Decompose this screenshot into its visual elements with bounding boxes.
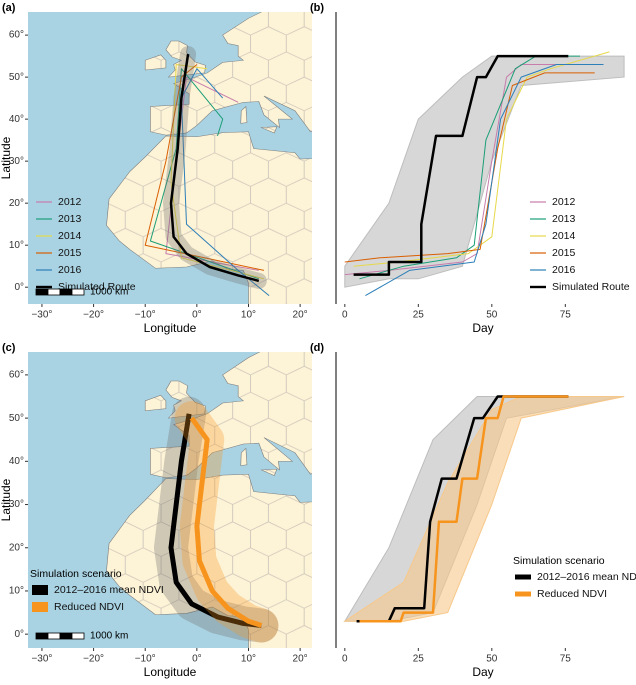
y-tick-label: 30° [9, 156, 24, 167]
y-tick-label: 60° [9, 30, 24, 41]
x-tick-label: 75 [560, 310, 572, 321]
panel-label: (d) [310, 342, 324, 354]
series-line [353, 51, 610, 267]
y-axis-title: Latitude [0, 136, 13, 179]
legend-label: Reduced NDVI [537, 588, 607, 600]
y-tick-label: 60° [9, 370, 24, 381]
x-tick-label: 0 [342, 310, 348, 321]
series-line [180, 68, 270, 296]
legend: Simulation scenario 2012–2016 mean NDVI Re… [513, 555, 636, 600]
panel: 0 25 50 75 Day (d) Simulation scenario 2012–201… [310, 342, 636, 679]
series-line [356, 395, 569, 623]
legend-label: 2015 [58, 247, 82, 259]
x-tick-label: 0° [192, 654, 202, 665]
scale-bar-segment [47, 288, 61, 296]
y-axis-title: Latitude [0, 478, 13, 521]
plot-area [344, 51, 625, 297]
legend-label: 2012–2016 mean NDVI [537, 571, 636, 583]
x-tick-label: −30° [31, 310, 52, 321]
x-tick-label: −20° [83, 310, 104, 321]
series-line [189, 416, 263, 628]
x-tick-label: 10° [241, 310, 256, 321]
x-tick-label: 20° [293, 654, 308, 665]
series-line [359, 395, 569, 623]
y-tick-label: 40° [9, 114, 24, 125]
legend-label: Simulated Route [552, 281, 630, 293]
legend-label: 2016 [552, 264, 576, 276]
x-tick-label: 20° [293, 310, 308, 321]
legend-label: 2015 [552, 247, 576, 259]
y-tick-label: 10° [9, 240, 24, 251]
x-tick-label: 75 [560, 654, 572, 665]
scale-bar-segment [59, 288, 73, 296]
y-tick-label: 50° [9, 413, 24, 424]
legend-label: 2012–2016 mean NDVI [54, 584, 164, 596]
legend-title: Simulation scenario [30, 568, 122, 580]
x-tick-label: 50 [486, 310, 498, 321]
legend-label: Reduced NDVI [54, 601, 124, 613]
legend-label: 2013 [552, 213, 576, 225]
panel: 0 25 50 75 Day (b) 2012 2013 2014 2015 2016 Simulat… [310, 2, 630, 335]
x-axis-title: Longitude [144, 321, 197, 335]
panel: −30° −20° −10° 0° 10° 20° 0° 10° 20° 30° 40° 50° 60°… [0, 342, 312, 679]
series-line [344, 72, 595, 263]
ribbon [344, 55, 625, 288]
series-line [144, 64, 265, 271]
legend-label: 2016 [58, 264, 82, 276]
plot-area [28, 12, 312, 304]
scale-bar-segment [71, 632, 85, 640]
series-line [149, 68, 259, 280]
y-tick-label: 0° [14, 629, 24, 640]
legend-label: 2013 [58, 213, 82, 225]
legend-label: 2012 [58, 196, 82, 208]
series-line [168, 413, 262, 628]
y-tick-label: 40° [9, 456, 24, 467]
scale-bar-segment [47, 632, 61, 640]
x-tick-label: −10° [135, 654, 156, 665]
plot-area [28, 352, 312, 648]
scale-bar-segment [35, 632, 49, 640]
panel-label: (b) [310, 2, 324, 14]
x-tick-label: 10° [241, 654, 256, 665]
y-tick-label: 20° [9, 198, 24, 209]
y-tick-label: 10° [9, 586, 24, 597]
series-line [353, 54, 569, 276]
panel: −30° −20° −10° 0° 10° 20° 0° 10° 20° 30° 40° 50° 60°… [0, 2, 312, 335]
x-axis-title: Day [472, 321, 493, 335]
legend-label: 2014 [58, 230, 82, 242]
y-tick-label: 0° [14, 282, 24, 293]
series-line [169, 53, 260, 283]
ribbon [343, 396, 625, 622]
y-tick-label: 50° [9, 72, 24, 83]
x-tick-label: −30° [31, 654, 52, 665]
legend-title: Simulation scenario [513, 555, 605, 567]
x-axis-title: Day [472, 665, 493, 679]
x-tick-label: −10° [135, 310, 156, 321]
scale-bar-segment [35, 288, 49, 296]
panel-label: (a) [2, 2, 16, 14]
scale-bar-segment [59, 632, 73, 640]
scale-bar-label: 1000 km [90, 631, 128, 642]
x-tick-label: 0° [192, 310, 202, 321]
series-line [359, 55, 580, 280]
x-tick-label: 25 [413, 654, 425, 665]
series-line [365, 64, 604, 297]
x-tick-label: 0 [342, 654, 348, 665]
panel-label: (c) [2, 342, 16, 354]
x-tick-label: −20° [83, 654, 104, 665]
plot-area [343, 395, 625, 623]
legend-label: 2012 [552, 196, 576, 208]
legend-label: 2014 [552, 230, 576, 242]
x-axis-title: Longitude [144, 665, 197, 679]
legend: Simulation scenario 2012–2016 mean NDVI Re… [30, 568, 164, 613]
y-tick-label: 20° [9, 542, 24, 553]
scale-bar-label: 1000 km [90, 287, 128, 298]
y-tick-label: 30° [9, 499, 24, 510]
x-tick-label: 50 [486, 654, 498, 665]
legend: 2012 2013 2014 2015 2016 Simulated Route [530, 196, 630, 293]
scale-bar-segment [71, 288, 85, 296]
x-tick-label: 25 [413, 310, 425, 321]
